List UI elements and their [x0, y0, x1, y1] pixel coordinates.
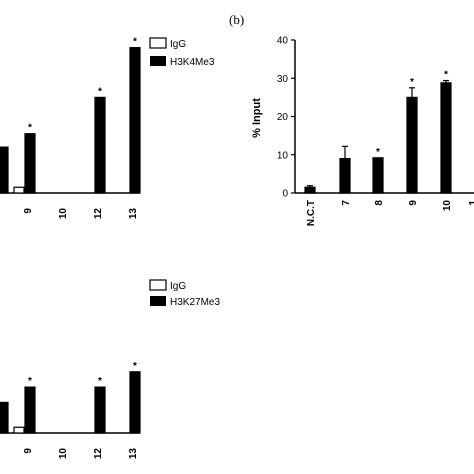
- panel-a-top: 9 10 12 13 * * * IgG H3K4Me3: [0, 37, 215, 219]
- bar-input: [406, 96, 418, 194]
- legend-swatch-h3k4me3: [150, 56, 166, 66]
- bar-igg: [13, 426, 25, 434]
- bar-h3k27me3: [0, 401, 9, 434]
- bar-h3k4me3: [129, 47, 141, 194]
- x-tick-label: 10: [58, 208, 69, 220]
- significance-marker: *: [133, 361, 137, 372]
- panel-c-legend: IgG H3K27Me3: [149, 279, 220, 308]
- bar-input: [440, 82, 452, 194]
- y-tick-label: 20: [277, 112, 289, 123]
- y-tick-label: 10: [277, 150, 289, 161]
- significance-marker: *: [28, 123, 32, 134]
- bar-input: [304, 186, 316, 194]
- x-tick-label: 10: [58, 448, 69, 460]
- panel-label-b: (b): [229, 12, 244, 27]
- y-tick-label: 40: [277, 36, 289, 47]
- significance-marker: *: [410, 77, 414, 88]
- bar-igg: [13, 186, 25, 194]
- y-tick-label: 30: [277, 74, 289, 85]
- significance-marker: *: [98, 86, 102, 97]
- bar-h3k27me3: [24, 386, 36, 434]
- x-tick-label: 9: [23, 448, 34, 454]
- x-tick-label: 12: [93, 208, 104, 220]
- significance-marker: *: [444, 70, 448, 81]
- legend-label-h3k27me3: H3K27Me3: [170, 297, 220, 308]
- panel-a-legend: IgG H3K4Me3: [149, 37, 215, 68]
- x-tick-label: 9: [23, 208, 34, 214]
- significance-marker: *: [376, 147, 380, 158]
- x-tick-label: N.C.T: [306, 200, 317, 226]
- bar-h3k4me3: [0, 146, 9, 194]
- bar-h3k4me3: [94, 96, 106, 194]
- significance-marker: *: [98, 376, 102, 387]
- panel-b-y-label: % Input: [251, 98, 263, 138]
- y-tick-label: 0: [282, 189, 288, 200]
- x-tick-label: 8: [374, 200, 385, 206]
- bar-h3k27me3: [129, 371, 141, 434]
- legend-swatch-igg: [149, 279, 167, 291]
- legend-label-igg: IgG: [170, 39, 186, 50]
- x-tick-label: 10: [442, 200, 453, 212]
- significance-marker: *: [28, 376, 32, 387]
- panel-c-bottom: 9 10 12 13 * * * IgG H3K27Me3: [0, 279, 220, 460]
- bar-h3k4me3: [24, 133, 36, 194]
- legend-swatch-h3k27me3: [150, 296, 166, 306]
- bar-input: [372, 157, 384, 194]
- x-tick-label: 9: [408, 200, 419, 206]
- legend-label-igg: IgG: [170, 281, 186, 292]
- x-tick-label: 12: [93, 448, 104, 460]
- x-tick-label: 1: [468, 200, 474, 206]
- x-tick-label: 13: [128, 208, 139, 220]
- panel-b: 0 10 20 30 40 N.C.T 7 8 9 10 1 * * * % Input: [251, 36, 474, 226]
- bar-h3k27me3: [94, 386, 106, 434]
- x-tick-label: 7: [341, 200, 352, 206]
- legend-swatch-igg: [149, 37, 167, 49]
- legend-label-h3k4me3: H3K4Me3: [170, 57, 215, 68]
- significance-marker: *: [133, 37, 137, 48]
- bar-input: [339, 157, 351, 194]
- x-tick-label: 13: [128, 448, 139, 460]
